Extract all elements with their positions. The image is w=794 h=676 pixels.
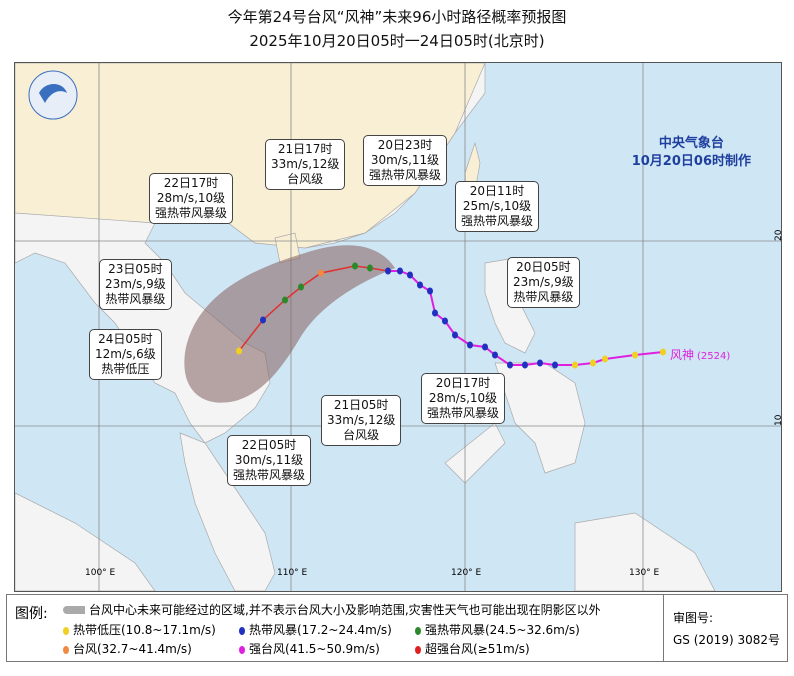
typhoon-track (236, 262, 666, 369)
past-track-point (660, 348, 666, 356)
map-area: 100° E 110° E 120° E 130° E 20 10 风神 (252… (14, 62, 784, 592)
probability-cone (184, 245, 395, 403)
legend-item: 热带风暴(17.2~24.4m/s) (239, 621, 392, 638)
forecast-callout: 24日05时 12m/s,6级 热带低压 (89, 329, 162, 380)
past-track-point (467, 341, 473, 349)
past-track-point (552, 361, 558, 369)
past-track-point (427, 287, 433, 295)
approval-number: GS (2019) 3082号 (673, 633, 780, 647)
forecast-callout: 20日17时 28m/s,10级 强热带风暴级 (421, 373, 506, 424)
past-track-point (602, 355, 608, 363)
cone-swatch-icon (63, 606, 85, 614)
past-track-point (507, 361, 513, 369)
forecast-track-point (352, 262, 358, 270)
legend-item: 超强台风(≥51m/s) (415, 640, 530, 657)
forecast-callout: 22日05时 30m/s,11级 强热带风暴级 (227, 435, 312, 486)
legend: 图例: 台风中心未来可能经过的区域,并不表示台风大小及影响范围,灾害性天气也可能… (6, 594, 788, 662)
past-track-point (572, 361, 578, 369)
issue-time: 10月20日06时制作 (631, 154, 751, 169)
intensity-dot-icon (63, 645, 69, 654)
legend-item: 台风(32.7~41.4m/s) (63, 640, 192, 657)
forecast-callout: 22日17时 28m/s,10级 强热带风暴级 (149, 173, 234, 224)
past-track-point (407, 271, 413, 279)
lat-label: 20 (774, 229, 781, 241)
past-track-point (397, 267, 403, 275)
agency-name: 中央气象台 (658, 136, 724, 151)
cma-logo (28, 70, 78, 120)
past-track-point (417, 281, 423, 289)
lat-label: 10 (774, 414, 781, 426)
intensity-dot-icon (415, 626, 421, 635)
forecast-callout: 20日05时 23m/s,9级 热带风暴级 (507, 257, 580, 308)
past-track-point (492, 351, 498, 359)
intensity-dot-icon (239, 645, 245, 654)
legend-title: 图例: (15, 606, 48, 622)
approval-label: 审图号: (673, 611, 714, 625)
forecast-callout: 20日23时 30m/s,11级 强热带风暴级 (363, 135, 448, 186)
forecast-track-point (298, 283, 304, 291)
map-title: 今年第24号台风“风神”未来96小时路径概率预报图 (227, 8, 567, 26)
intensity-dot-icon (63, 626, 69, 635)
past-track-point (590, 359, 596, 367)
past-track-point (482, 343, 488, 351)
past-track-point (452, 331, 458, 339)
map-subtitle: 2025年10月20日05时一24日05时(北京时) (249, 32, 545, 50)
legend-item: 强台风(41.5~50.9m/s) (239, 640, 380, 657)
forecast-callout: 23日05时 23m/s,9级 热带风暴级 (99, 259, 172, 310)
lon-label: 100° E (85, 568, 116, 578)
intensity-dot-icon (239, 626, 245, 635)
forecast-track-point (282, 296, 288, 304)
lon-label: 110° E (277, 568, 308, 578)
lon-label: 120° E (451, 568, 482, 578)
forecast-callout: 20日11时 25m/s,10级 强热带风暴级 (455, 181, 540, 232)
legend-item: 热带低压(10.8~17.1m/s) (63, 621, 216, 638)
past-track-point (432, 309, 438, 317)
legend-item: 强热带风暴(24.5~32.6m/s) (415, 621, 580, 638)
past-track-point (442, 317, 448, 325)
forecast-track-point (260, 316, 266, 324)
past-track-point (537, 359, 543, 367)
forecast-track-point (318, 269, 324, 277)
intensity-dot-icon (415, 645, 421, 654)
lon-label: 130° E (629, 568, 660, 578)
typhoon-name: 风神 (2524) (670, 348, 730, 362)
forecast-track-point (385, 267, 391, 275)
legend-cone: 台风中心未来可能经过的区域,并不表示台风大小及影响范围,灾害性天气也可能出现在阴… (63, 601, 601, 618)
forecast-track-point (236, 347, 242, 355)
forecast-track-point (367, 264, 373, 272)
past-track-point (632, 351, 638, 359)
agency-block: 中央气象台 10月20日06时制作 (632, 135, 751, 171)
forecast-callout: 21日05时 33m/s,12级 台风级 (321, 395, 402, 446)
forecast-callout: 21日17时 33m/s,12级 台风级 (265, 139, 346, 190)
past-track-point (522, 361, 528, 369)
